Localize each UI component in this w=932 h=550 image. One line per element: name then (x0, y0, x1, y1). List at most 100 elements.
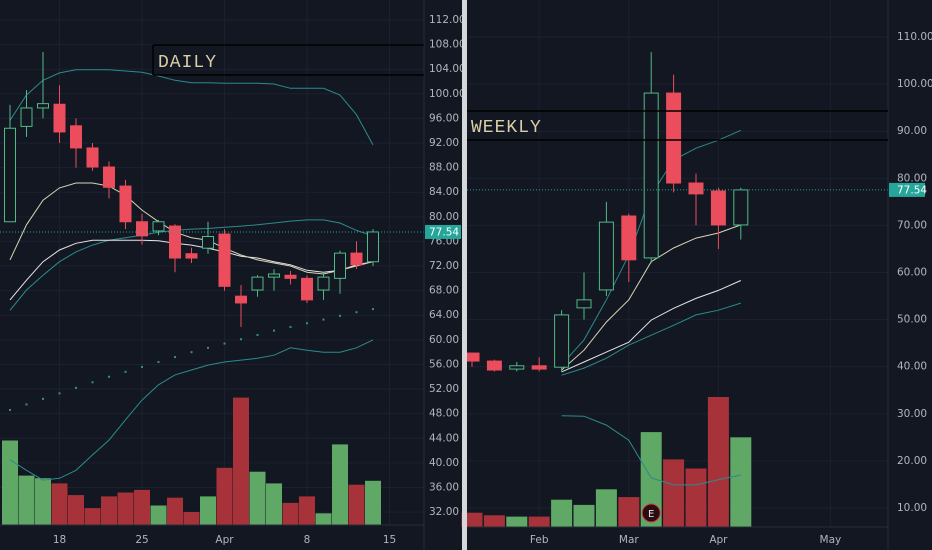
last-price-box (889, 182, 925, 197)
volume-bar (117, 492, 134, 525)
candle-body (554, 314, 570, 368)
candle-body (53, 103, 66, 133)
candle-body (710, 190, 726, 226)
volume-bar (68, 495, 84, 525)
volume-bar (266, 483, 282, 525)
indicator-dot (157, 360, 160, 363)
volume-bar (528, 516, 550, 527)
candle-body (103, 166, 115, 188)
x-tick-label: 25 (135, 534, 148, 546)
last-price-label: 77.54 (429, 226, 459, 238)
candle-body (643, 92, 659, 259)
indicator-dot (306, 322, 308, 325)
y-tick-label: 48.00 (429, 408, 459, 420)
volume-bar (2, 440, 18, 525)
candle-body (169, 225, 181, 259)
indicator-dot (240, 338, 242, 341)
y-tick-label: 108.00 (429, 39, 466, 51)
y-tick-label: 10.00 (897, 502, 927, 514)
x-tick-label: Apr (215, 534, 234, 546)
candle-body (688, 182, 704, 195)
y-tick-label: 40.00 (429, 457, 459, 469)
x-tick-label: May (820, 534, 842, 546)
indicator-dot (42, 397, 44, 400)
y-tick-label: 56.00 (429, 358, 459, 370)
volume-bar (348, 484, 365, 525)
y-tick-label: 40.00 (897, 361, 927, 373)
panel-divider (462, 0, 467, 550)
y-tick-label: 84.00 (429, 186, 459, 198)
indicator-dot (273, 329, 275, 332)
volume-bar (506, 516, 528, 527)
candle-body (185, 253, 198, 259)
indicator-dot (289, 325, 292, 328)
volume-bar (365, 480, 381, 525)
volume-bar (299, 496, 315, 525)
y-tick-label: 52.00 (429, 383, 459, 395)
chart-title: WEEKLY (471, 118, 542, 138)
candle-body (531, 365, 547, 370)
y-tick-label: 20.00 (897, 455, 927, 467)
y-tick-label: 88.00 (429, 162, 459, 174)
event-marker (641, 503, 661, 523)
x-tick-label: 8 (304, 534, 311, 546)
y-tick-label: 70.00 (897, 219, 927, 231)
indicator-dot (339, 314, 341, 317)
indicator-dot (256, 333, 259, 336)
y-tick-label: 64.00 (429, 309, 459, 321)
volume-bar (685, 468, 707, 527)
volume-bar (216, 467, 233, 525)
volume-bar (618, 497, 640, 527)
x-tick-label: 18 (53, 534, 66, 546)
y-tick-label: 110.00 (897, 31, 932, 43)
x-tick-label: Feb (530, 534, 549, 546)
y-tick-label: 36.00 (429, 481, 459, 493)
candle-body (576, 299, 592, 309)
candle-body (464, 352, 480, 362)
y-tick-label: 60.00 (429, 334, 459, 346)
volume-bar (35, 478, 51, 525)
y-tick-label: 112.00 (429, 14, 466, 26)
y-tick-label: 80.00 (897, 172, 927, 184)
chart-title: DAILY (158, 53, 217, 73)
candle-body (301, 277, 313, 301)
volume-bar (282, 502, 299, 525)
volume-bar (134, 489, 150, 525)
candle-body (317, 276, 330, 291)
volume-bar (167, 497, 183, 525)
y-tick-label: 100.00 (897, 78, 932, 90)
indicator-line (561, 280, 742, 373)
indicator-dot (207, 346, 209, 349)
y-tick-label: 104.00 (429, 63, 466, 75)
y-tick-label: 60.00 (897, 267, 927, 279)
candle-body (119, 185, 132, 223)
indicator-dot (322, 318, 325, 321)
y-tick-label: 90.00 (897, 125, 927, 137)
indicator-dot (75, 386, 77, 389)
y-tick-label: 44.00 (429, 432, 459, 444)
indicator-dot (190, 351, 193, 354)
candle-body (509, 365, 525, 370)
candle-body (486, 360, 502, 371)
y-tick-label: 32.00 (429, 506, 459, 518)
y-tick-label: 100.00 (429, 88, 466, 100)
last-price-label: 77.54 (897, 184, 927, 196)
volume-bar (707, 397, 729, 527)
candle-body (621, 215, 637, 261)
candle-body (733, 189, 749, 226)
candle-body (202, 236, 214, 249)
candle-body (218, 233, 231, 287)
indicator-dot (91, 381, 94, 384)
y-tick-label: 68.00 (429, 285, 459, 297)
event-label: E (648, 509, 654, 520)
indicator-line (9, 182, 374, 275)
candle-body (235, 295, 247, 304)
candle-body (367, 231, 379, 263)
indicator-dot (223, 342, 226, 345)
volume-bar (183, 512, 200, 525)
volume-bar (200, 496, 216, 525)
candle-body (268, 273, 280, 278)
candle-body (37, 103, 49, 109)
volume-bar (483, 515, 505, 527)
